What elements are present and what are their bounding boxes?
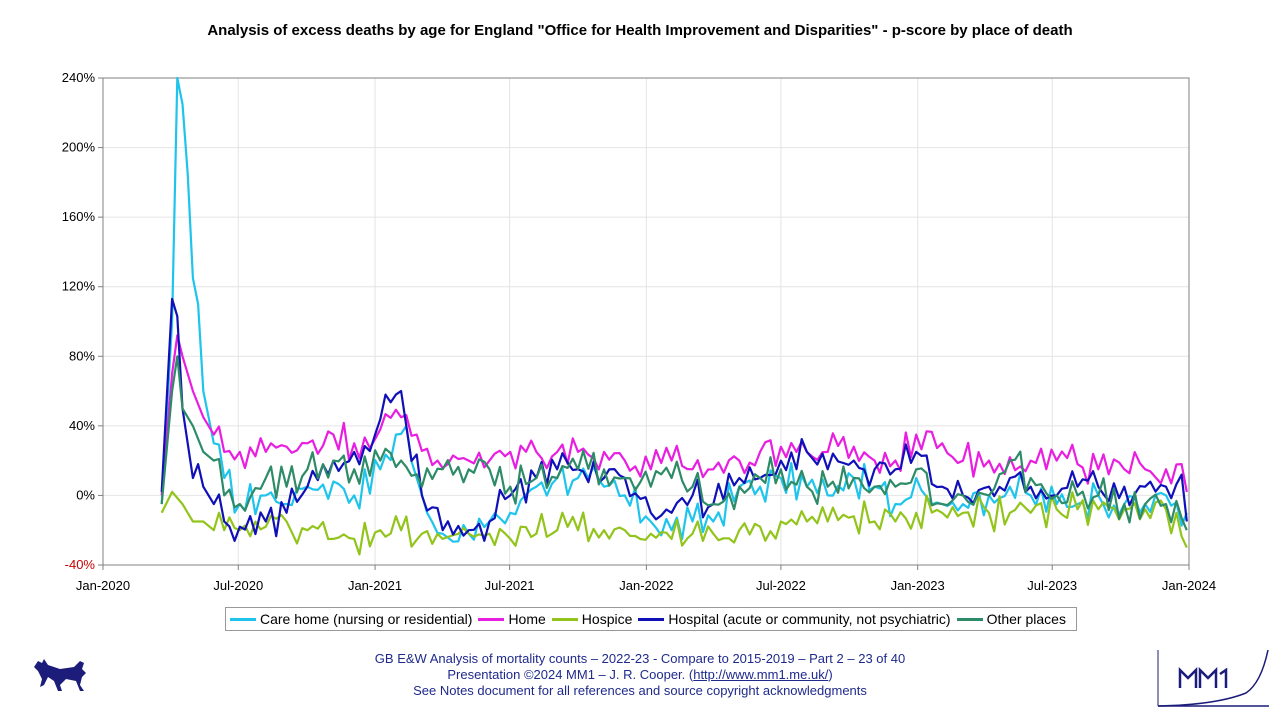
legend-label: Other places — [986, 611, 1066, 627]
series-line-1 — [160, 76, 1188, 543]
y-tick-label: 240% — [62, 70, 96, 85]
y-tick-label: 80% — [69, 348, 95, 363]
legend-label: Hospice — [581, 611, 633, 627]
x-tick-label: Jan-2021 — [348, 578, 402, 593]
y-tick-label: 0% — [76, 487, 95, 502]
x-tick-label: Jul-2021 — [485, 578, 535, 593]
legend-label: Hospital (acute or community, not psychi… — [668, 611, 951, 627]
legend-swatch — [638, 617, 665, 621]
x-tick-label: Jan-2020 — [76, 578, 130, 593]
x-tick-label: Jul-2020 — [213, 578, 263, 593]
footer-line-1: GB E&W Analysis of mortality counts – 20… — [374, 651, 906, 666]
legend-item-3: Hospice — [551, 611, 633, 627]
series-line-2 — [160, 334, 1188, 496]
legend-label: Home — [508, 611, 546, 627]
x-tick-label: Jul-2022 — [756, 578, 806, 593]
legend-swatch — [956, 617, 983, 621]
legend-swatch — [551, 617, 578, 621]
y-tick-label: -40% — [65, 557, 96, 572]
y-tick-label: 200% — [62, 140, 96, 155]
y-axis-ticks: 240% 200% 160% 120% 80% 40% 0% -40% — [62, 70, 96, 572]
legend-item-1: Care home (nursing or residential) — [230, 611, 472, 627]
mm1-logo-icon — [1157, 649, 1269, 707]
series-lines — [160, 76, 1188, 556]
legend-item-4: Hospital (acute or community, not psychi… — [638, 611, 951, 627]
chart-legend: Care home (nursing or residential) Home Ho… — [225, 607, 1077, 631]
footer-line-3: See Notes document for all references an… — [413, 683, 867, 698]
footer-copyright: Presentation ©2024 MM1 – J. R. Cooper. ( — [447, 667, 694, 682]
legend-swatch — [478, 617, 505, 621]
y-tick-label: 120% — [62, 279, 96, 294]
series-line-3 — [160, 490, 1188, 556]
x-tick-label: Jul-2023 — [1027, 578, 1077, 593]
y-tick-label: 40% — [69, 418, 95, 433]
plot-area-border — [102, 77, 1190, 566]
dog-logo-icon — [34, 659, 86, 691]
footer-link[interactable]: http://www.mm1.me.uk/ — [693, 667, 829, 682]
footer-line-2: Presentation ©2024 MM1 – J. R. Cooper. (… — [0, 667, 1280, 682]
y-tick-label: 160% — [62, 209, 96, 224]
legend-label: Care home (nursing or residential) — [260, 611, 473, 627]
footer-paren: ) — [828, 667, 833, 682]
x-tick-label: Jan-2022 — [619, 578, 673, 593]
legend-item-2: Home — [478, 611, 546, 627]
x-tick-label: Jan-2023 — [891, 578, 945, 593]
series-line-5 — [160, 355, 1188, 531]
legend-swatch — [230, 617, 256, 621]
x-axis-ticks: Jan-2020 Jul-2020 Jan-2021 Jul-2021 Jan-2022… — [76, 578, 1216, 593]
series-line-4 — [160, 297, 1188, 543]
chart-title: Analysis of excess deaths by age for Eng… — [207, 22, 1073, 39]
x-tick-label: Jan-2024 — [1162, 578, 1216, 593]
legend-item-5: Other places — [956, 611, 1066, 627]
